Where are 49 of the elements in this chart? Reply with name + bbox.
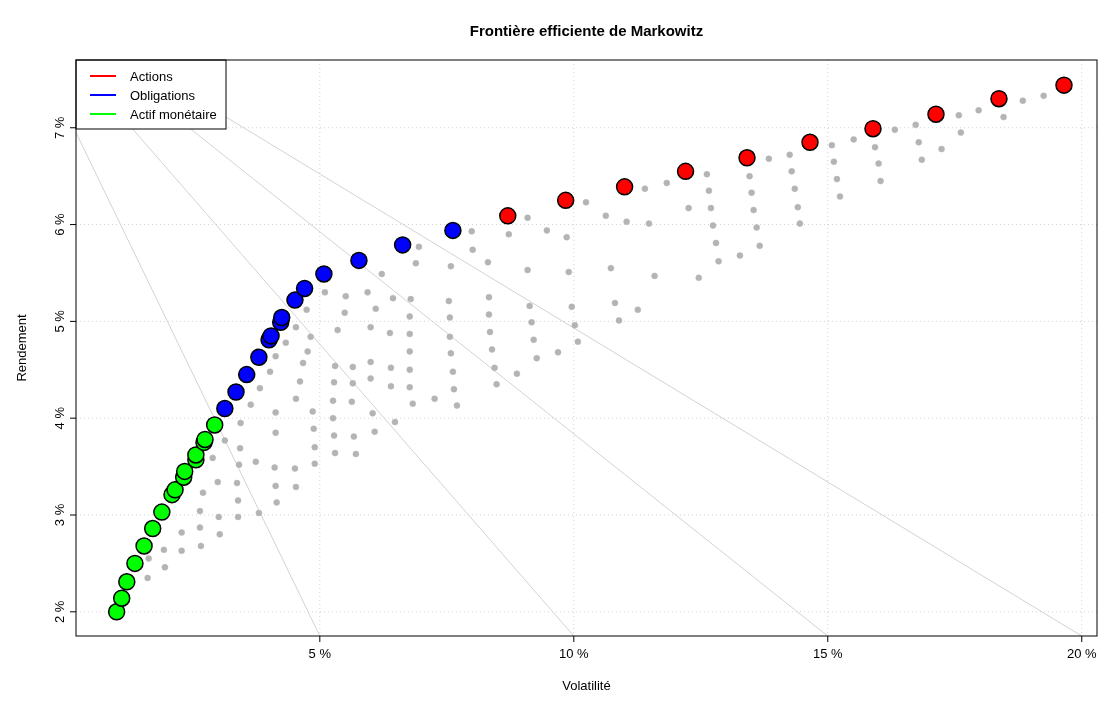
point: [216, 399, 234, 418]
x-tick-label: 10 %: [558, 646, 590, 661]
point: [112, 589, 131, 607]
point: [250, 348, 268, 366]
point: [175, 462, 194, 481]
y-tick-label: 6 %: [52, 212, 67, 236]
point: [864, 119, 882, 138]
y-tick-label: 7 %: [52, 116, 67, 139]
point: [990, 89, 1008, 108]
point: [227, 383, 245, 401]
y-axis-title: Rendement: [14, 314, 29, 382]
point: [444, 221, 462, 240]
x-tick-label: 20 %: [1066, 646, 1098, 661]
point: [237, 365, 256, 384]
point: [286, 291, 304, 309]
point: [166, 481, 184, 499]
point: [272, 308, 291, 327]
point: [153, 503, 171, 521]
y-tick-label: 3 %: [52, 503, 67, 527]
point: [295, 279, 314, 298]
point: [499, 207, 517, 225]
point: [187, 446, 205, 464]
point: [676, 162, 695, 181]
point: [118, 573, 136, 591]
x-axis-title: Volatilité: [562, 678, 611, 693]
point: [393, 236, 412, 254]
point: [1055, 76, 1073, 94]
point: [315, 265, 333, 283]
x-tick-label: 15 %: [812, 646, 844, 661]
y-tick-label: 4 %: [52, 406, 67, 430]
point: [143, 519, 162, 538]
legend-label: Obligations: [130, 88, 196, 103]
point: [615, 178, 634, 196]
y-tick-label: 2 %: [52, 600, 67, 623]
legend-label: Actions: [130, 69, 174, 84]
x-tick-label: 5 %: [308, 646, 332, 661]
point: [927, 105, 945, 123]
point: [801, 133, 819, 152]
y-tick-label: 5 %: [52, 309, 67, 333]
point: [556, 191, 575, 210]
point: [107, 603, 126, 621]
point: [205, 416, 224, 434]
point: [262, 327, 280, 345]
legend-label: Actif monétaire: [130, 107, 217, 122]
point: [126, 554, 144, 573]
chart-title: Frontière efficiente de Markowitz: [469, 22, 704, 39]
point: [135, 537, 153, 555]
point: [738, 149, 756, 167]
point: [350, 251, 368, 270]
